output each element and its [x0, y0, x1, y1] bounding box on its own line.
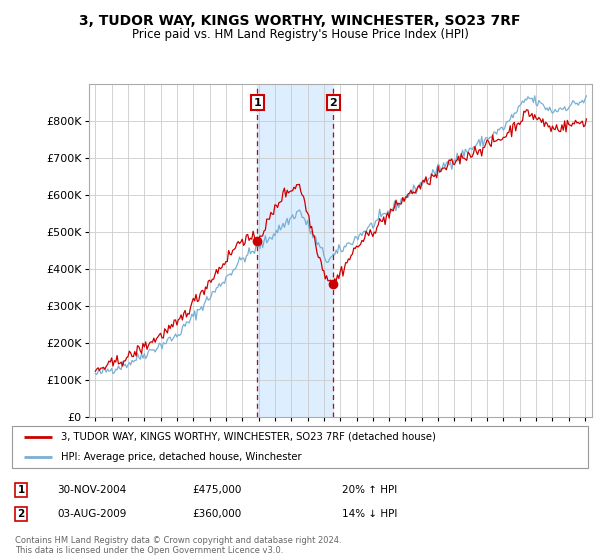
Text: £475,000: £475,000 [192, 485, 241, 495]
Text: £360,000: £360,000 [192, 509, 241, 519]
Text: Price paid vs. HM Land Registry's House Price Index (HPI): Price paid vs. HM Land Registry's House … [131, 28, 469, 41]
Text: 2: 2 [17, 509, 25, 519]
Text: 03-AUG-2009: 03-AUG-2009 [57, 509, 127, 519]
Text: 3, TUDOR WAY, KINGS WORTHY, WINCHESTER, SO23 7RF (detached house): 3, TUDOR WAY, KINGS WORTHY, WINCHESTER, … [61, 432, 436, 442]
Text: 1: 1 [17, 485, 25, 495]
Text: 1: 1 [253, 97, 261, 108]
Text: Contains HM Land Registry data © Crown copyright and database right 2024.: Contains HM Land Registry data © Crown c… [15, 536, 341, 545]
Text: HPI: Average price, detached house, Winchester: HPI: Average price, detached house, Winc… [61, 452, 302, 462]
Text: 2: 2 [329, 97, 337, 108]
FancyBboxPatch shape [12, 426, 588, 468]
Text: 3, TUDOR WAY, KINGS WORTHY, WINCHESTER, SO23 7RF: 3, TUDOR WAY, KINGS WORTHY, WINCHESTER, … [79, 14, 521, 28]
Text: 20% ↑ HPI: 20% ↑ HPI [342, 485, 397, 495]
Text: 30-NOV-2004: 30-NOV-2004 [57, 485, 126, 495]
Text: 14% ↓ HPI: 14% ↓ HPI [342, 509, 397, 519]
Text: This data is licensed under the Open Government Licence v3.0.: This data is licensed under the Open Gov… [15, 546, 283, 555]
Bar [257, 84, 334, 417]
